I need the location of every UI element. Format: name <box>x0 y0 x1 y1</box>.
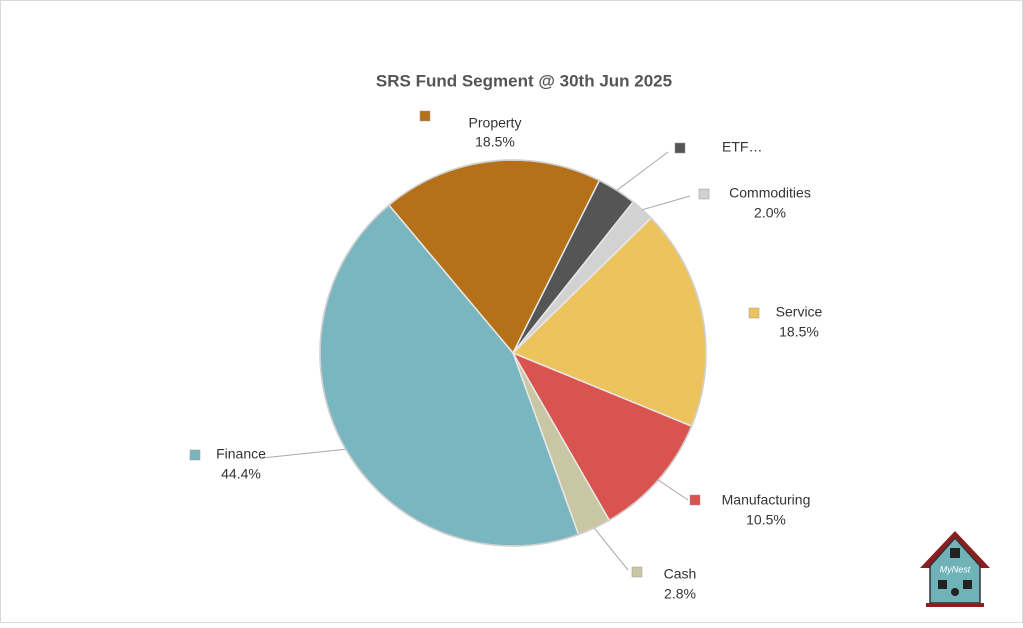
category-label: Property <box>469 115 522 131</box>
value-label: 2.0% <box>754 205 786 221</box>
legend-swatch <box>419 110 431 122</box>
category-label: Service <box>776 304 823 320</box>
legend-swatch <box>689 494 701 506</box>
category-label: Cash <box>664 566 697 582</box>
pie-outline <box>319 159 707 547</box>
leader-line <box>616 151 669 191</box>
legend-swatch <box>748 307 760 319</box>
legend-swatch <box>189 449 201 461</box>
value-label: 18.5% <box>779 324 819 340</box>
leader-line <box>657 479 689 501</box>
value-label: 18.5% <box>475 134 515 150</box>
leader-line <box>642 195 691 211</box>
logo: MyNest <box>920 531 990 607</box>
category-label: ETF… <box>722 139 762 155</box>
category-label: Manufacturing <box>722 492 811 508</box>
legend-swatch <box>631 566 643 578</box>
value-label: 2.8% <box>664 586 696 602</box>
value-label: 10.5% <box>746 512 786 528</box>
legend-swatch <box>698 188 710 200</box>
logo-text: MyNest <box>940 564 971 574</box>
leader-line <box>593 527 629 571</box>
chart-title: SRS Fund Segment @ 30th Jun 2025 <box>376 71 672 90</box>
category-label: Commodities <box>729 185 811 201</box>
value-label: 44.4% <box>221 466 261 482</box>
legend-swatch <box>674 142 686 154</box>
category-label: Finance <box>216 446 266 462</box>
leader-line <box>261 448 346 459</box>
